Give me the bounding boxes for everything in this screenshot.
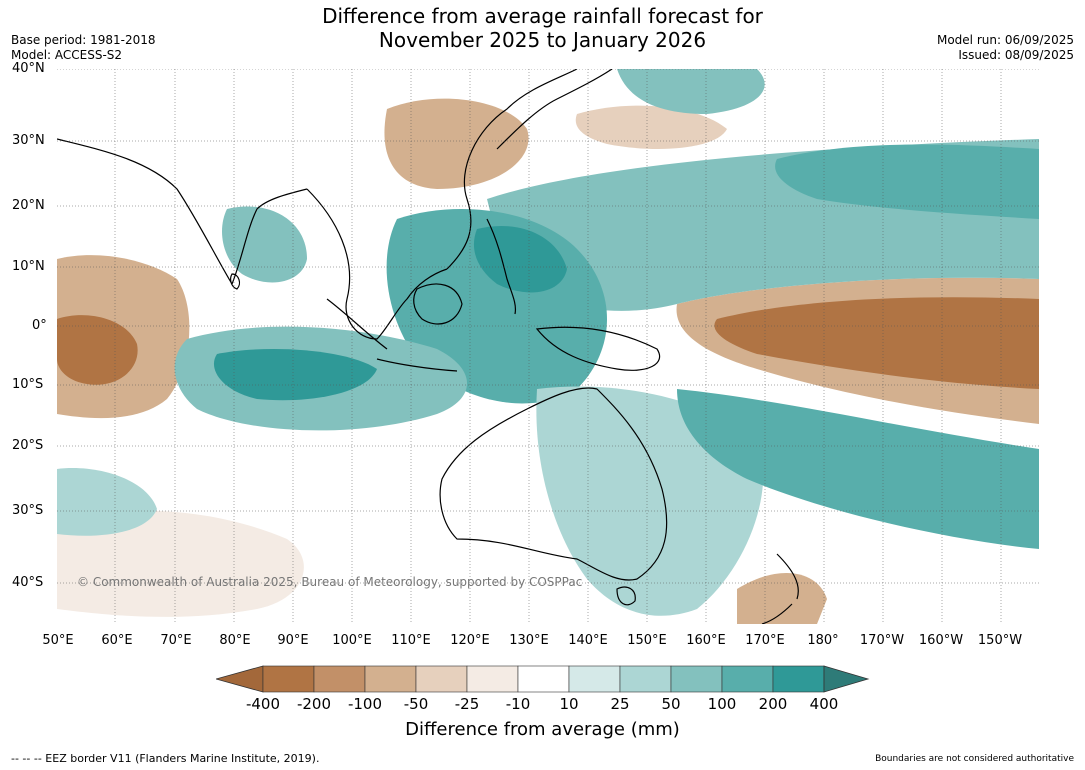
title-line-1: Difference from average rainfall forecas… xyxy=(322,4,763,28)
lat-label-10s: 10°S xyxy=(12,377,44,392)
dry-anomaly-regions xyxy=(57,98,1039,624)
colorbar-bin-9 xyxy=(670,665,723,693)
colorbar-label-10: 10 xyxy=(559,695,579,713)
rainfall-anomaly-map xyxy=(57,69,1039,624)
dry-region-pacific-equatorial-core xyxy=(714,297,1039,389)
colorbar xyxy=(216,665,870,693)
lon-label-70e: 70°E xyxy=(160,633,192,648)
map-title: Difference from average rainfall forecas… xyxy=(0,4,1085,52)
colorbar-label-minus-100: -100 xyxy=(347,695,383,713)
lon-label-50e: 50°E xyxy=(42,633,74,648)
colorbar-label-minus-50: -50 xyxy=(403,695,429,713)
copyright-notice: © Commonwealth of Australia 2025, Bureau… xyxy=(77,575,583,589)
lat-label-0: 0° xyxy=(32,318,47,333)
graticule xyxy=(57,69,1039,624)
model-run: Model run: 06/09/2025 xyxy=(936,33,1074,47)
colorbar-label-50: 50 xyxy=(661,695,681,713)
dry-region-indian-ocean-core xyxy=(57,315,138,385)
colorbar-bin-11 xyxy=(772,665,825,693)
lat-label-20n: 20°N xyxy=(12,198,45,213)
colorbar-bin-2 xyxy=(313,665,366,693)
coastlines xyxy=(57,69,799,624)
wet-anomaly-regions xyxy=(57,69,1039,616)
colorbar-title: Difference from average (mm) xyxy=(405,719,680,740)
eez-border-note: -- -- -- EEZ border V11 (Flanders Marine… xyxy=(11,752,320,765)
lon-label-140e: 140°E xyxy=(568,633,608,648)
colorbar-bin-5 xyxy=(466,665,519,693)
lon-label-130e: 130°E xyxy=(509,633,549,648)
colorbar-bin-4 xyxy=(415,665,468,693)
base-period: Base period: 1981-2018 xyxy=(11,33,156,47)
coastline-java xyxy=(376,358,458,372)
dry-region-north-pacific xyxy=(575,105,727,149)
colorbar-right-arrow xyxy=(823,665,870,693)
wet-region-bay-of-bengal xyxy=(222,206,307,283)
wet-region-indian-ocean-core xyxy=(213,349,377,401)
colorbar-label-minus-200: -200 xyxy=(296,695,332,713)
model-name: Model: ACCESS-S2 xyxy=(11,48,123,62)
coastline-india xyxy=(57,138,308,286)
coastline-new-guinea xyxy=(535,326,661,371)
lon-label-150w: 150°W xyxy=(977,633,1023,648)
colorbar-bin-10 xyxy=(721,665,774,693)
meta-right: Model run: 06/09/2025 Issued: 08/09/2025 xyxy=(937,33,1074,63)
colorbar-bin-6 xyxy=(517,665,570,693)
lon-label-170e: 170°E xyxy=(745,633,785,648)
lat-label-40s: 40°S xyxy=(12,575,44,590)
lat-label-30n: 30°N xyxy=(12,133,45,148)
lon-label-80e: 80°E xyxy=(219,633,251,648)
lon-label-120e: 120°E xyxy=(450,633,490,648)
coastline-japan xyxy=(496,69,613,150)
colorbar-label-400: 400 xyxy=(809,695,839,713)
coastline-sumatra xyxy=(326,298,388,350)
colorbar-label-minus-400: -400 xyxy=(245,695,281,713)
lon-label-110e: 110°E xyxy=(391,633,431,648)
meta-left: Base period: 1981-2018 Model: ACCESS-S2 xyxy=(11,33,156,63)
coastline-borneo xyxy=(413,283,463,325)
lat-label-10n: 10°N xyxy=(12,259,45,274)
colorbar-label-100: 100 xyxy=(707,695,737,713)
colorbar-bin-1 xyxy=(262,665,315,693)
colorbar-label-25: 25 xyxy=(610,695,630,713)
colorbar-bin-7 xyxy=(568,665,621,693)
title-line-2: November 2025 to January 2026 xyxy=(378,28,707,52)
lon-label-160e: 160°E xyxy=(686,633,726,648)
lat-label-40n: 40°N xyxy=(12,61,45,76)
coastline-china xyxy=(446,69,578,270)
colorbar-label-minus-25: -25 xyxy=(454,695,480,713)
lon-label-100e: 100°E xyxy=(332,633,372,648)
lon-label-170w: 170°W xyxy=(859,633,905,648)
coastline-southeast-asia xyxy=(306,188,448,340)
dry-region-southern-ocean xyxy=(737,572,827,624)
coastline-new-zealand xyxy=(761,553,799,624)
colorbar-label-minus-10: -10 xyxy=(505,695,531,713)
lat-label-30s: 30°S xyxy=(12,503,44,518)
lat-label-20s: 20°S xyxy=(12,438,44,453)
lon-label-180: 180° xyxy=(807,633,839,648)
colorbar-bin-8 xyxy=(619,665,672,693)
colorbar-left-arrow xyxy=(216,665,264,693)
lon-label-160w: 160°W xyxy=(918,633,964,648)
lon-label-150e: 150°E xyxy=(627,633,667,648)
coastline-australia xyxy=(439,387,668,581)
wet-region-north-pacific-east xyxy=(775,144,1039,219)
issued-date: Issued: 08/09/2025 xyxy=(958,48,1074,62)
coastline-sri-lanka xyxy=(230,273,241,290)
wet-region-far-north-pacific xyxy=(617,69,765,114)
lon-label-60e: 60°E xyxy=(101,633,133,648)
dry-region-south-indian xyxy=(57,510,304,617)
colorbar-bin-3 xyxy=(364,665,417,693)
colorbar-label-200: 200 xyxy=(758,695,788,713)
coastline-philippines xyxy=(486,218,517,315)
coastline-tasmania xyxy=(616,586,636,606)
boundaries-disclaimer: Boundaries are not considered authoritat… xyxy=(875,754,1074,764)
wet-region-south-pacific-convergence xyxy=(677,389,1039,549)
lon-label-90e: 90°E xyxy=(277,633,309,648)
wet-region-south-west-indian xyxy=(57,468,157,536)
